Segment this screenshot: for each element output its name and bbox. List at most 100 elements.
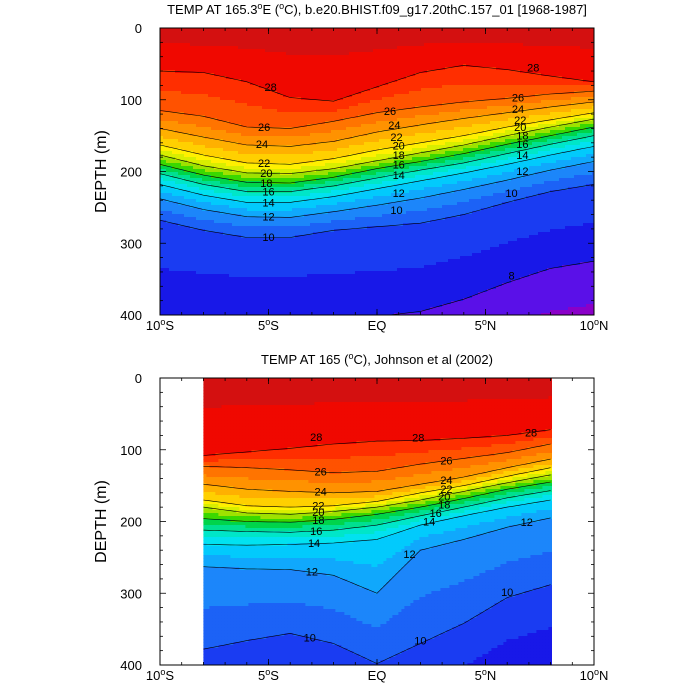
isotherm-22 bbox=[203, 467, 551, 508]
contour-label: 24 bbox=[314, 486, 326, 498]
x-tick-label: EQ bbox=[368, 668, 387, 683]
isotherm-22 bbox=[160, 112, 594, 165]
isotherm-18 bbox=[203, 481, 551, 523]
contour-label: 10 bbox=[505, 188, 517, 200]
contour-label: 12 bbox=[306, 567, 318, 579]
contour-label: 18 bbox=[312, 515, 324, 527]
contour-label: 26 bbox=[314, 466, 326, 478]
isotherm-12 bbox=[203, 517, 551, 594]
contour-label: 22 bbox=[390, 132, 402, 144]
contour-label: 14 bbox=[423, 517, 435, 529]
isotherm-26 bbox=[160, 90, 594, 129]
contour-label: 10 bbox=[304, 633, 316, 645]
contour-label: 28 bbox=[412, 433, 424, 445]
isotherm-20 bbox=[160, 118, 594, 175]
contour-label: 20 bbox=[260, 168, 272, 180]
contour-label: 10 bbox=[390, 205, 402, 217]
contour-label: 24 bbox=[512, 104, 524, 116]
isotherm-14 bbox=[203, 499, 551, 546]
contour-label: 10 bbox=[262, 232, 274, 244]
contour-label: 18 bbox=[516, 131, 528, 143]
y-tick-label: 400 bbox=[120, 658, 142, 673]
isotherm-24 bbox=[160, 101, 594, 147]
contour-label: 28 bbox=[265, 82, 277, 94]
y-tick-label: 0 bbox=[135, 21, 142, 36]
contour-label: 28 bbox=[525, 428, 537, 440]
contour-label: 18 bbox=[393, 150, 405, 162]
y-tick-label: 100 bbox=[120, 93, 142, 108]
isotherm-20 bbox=[203, 474, 551, 515]
y-tick-label: 200 bbox=[120, 515, 142, 530]
isotherm-8 bbox=[386, 260, 594, 315]
x-tick-label: 5oS bbox=[258, 667, 279, 683]
contour-label: 16 bbox=[516, 139, 528, 151]
contour-label: 22 bbox=[258, 158, 270, 170]
contour-label: 14 bbox=[516, 150, 528, 162]
x-tick-label: 5oS bbox=[258, 317, 279, 333]
contour-label: 22 bbox=[312, 501, 324, 513]
contour-label: 20 bbox=[438, 491, 450, 503]
contour-label: 20 bbox=[514, 122, 526, 134]
x-tick-label: 5oN bbox=[475, 667, 497, 683]
isotherm-26 bbox=[203, 443, 551, 474]
y-tick-label: 0 bbox=[135, 371, 142, 386]
contour-label: 14 bbox=[308, 538, 320, 550]
y-axis-label: DEPTH (m) bbox=[93, 480, 110, 563]
isotherm-16 bbox=[160, 135, 594, 192]
isotherm-28 bbox=[203, 429, 551, 456]
contour-label: 18 bbox=[260, 178, 272, 190]
panel-title: TEMP AT 165 (oC), Johnson et al (2002) bbox=[261, 351, 493, 367]
contour-label: 12 bbox=[262, 212, 274, 224]
upper-panel: TEMP AT 165.3oE (oC), b.e20.BHIST.f09_g1… bbox=[93, 1, 608, 333]
x-tick-label: 5oN bbox=[475, 317, 497, 333]
y-tick-label: 300 bbox=[120, 586, 142, 601]
contour-fill bbox=[203, 378, 552, 665]
x-tick-label: 10oS bbox=[146, 317, 174, 333]
contour-lines bbox=[160, 64, 594, 315]
contour-label: 20 bbox=[393, 141, 405, 153]
x-tick-label: 10oN bbox=[580, 317, 609, 333]
contour-label: 28 bbox=[527, 62, 539, 74]
isotherm-18 bbox=[160, 126, 594, 184]
x-tick-label: EQ bbox=[368, 318, 387, 333]
contour-label: 10 bbox=[414, 636, 426, 648]
contour-label: 26 bbox=[384, 106, 396, 118]
contour-label: 16 bbox=[393, 159, 405, 171]
isotherm-12 bbox=[160, 161, 594, 218]
contour-label: 22 bbox=[514, 115, 526, 127]
contour-label: 24 bbox=[388, 120, 400, 132]
y-tick-label: 300 bbox=[120, 236, 142, 251]
contour-label: 18 bbox=[438, 499, 450, 511]
contour-label: 28 bbox=[310, 432, 322, 444]
isotherm-14 bbox=[160, 146, 594, 203]
y-tick-label: 200 bbox=[120, 165, 142, 180]
contour-label: 16 bbox=[310, 526, 322, 538]
contour-label: 26 bbox=[258, 122, 270, 134]
contour-label: 8 bbox=[508, 271, 514, 283]
isotherm-28 bbox=[160, 64, 594, 102]
contour-label: 12 bbox=[403, 549, 415, 561]
panel-title: TEMP AT 165.3oE (oC), b.e20.BHIST.f09_g1… bbox=[167, 1, 587, 17]
contour-label: 22 bbox=[440, 484, 452, 496]
isotherm-10 bbox=[160, 184, 594, 238]
contour-label: 12 bbox=[393, 188, 405, 200]
contour-label: 20 bbox=[312, 507, 324, 519]
contour-label: 10 bbox=[501, 587, 513, 599]
lower-panel: TEMP AT 165 (oC), Johnson et al (2002) 28… bbox=[93, 351, 608, 683]
contour-label: 16 bbox=[429, 508, 441, 520]
contour-label: 12 bbox=[521, 517, 533, 529]
x-tick-label: 10oN bbox=[580, 667, 609, 683]
contour-label: 12 bbox=[516, 166, 528, 178]
contour-label: 16 bbox=[262, 187, 274, 199]
y-tick-label: 400 bbox=[120, 308, 142, 323]
isotherm-24 bbox=[203, 458, 551, 494]
x-tick-label: 10oS bbox=[146, 667, 174, 683]
contour-label: 24 bbox=[256, 139, 268, 151]
contour-label: 14 bbox=[262, 197, 274, 209]
contour-label: 26 bbox=[440, 456, 452, 468]
contour-fill bbox=[160, 28, 594, 315]
y-tick-label: 100 bbox=[120, 443, 142, 458]
contour-label: 14 bbox=[393, 170, 405, 182]
y-axis-label: DEPTH (m) bbox=[93, 130, 110, 213]
